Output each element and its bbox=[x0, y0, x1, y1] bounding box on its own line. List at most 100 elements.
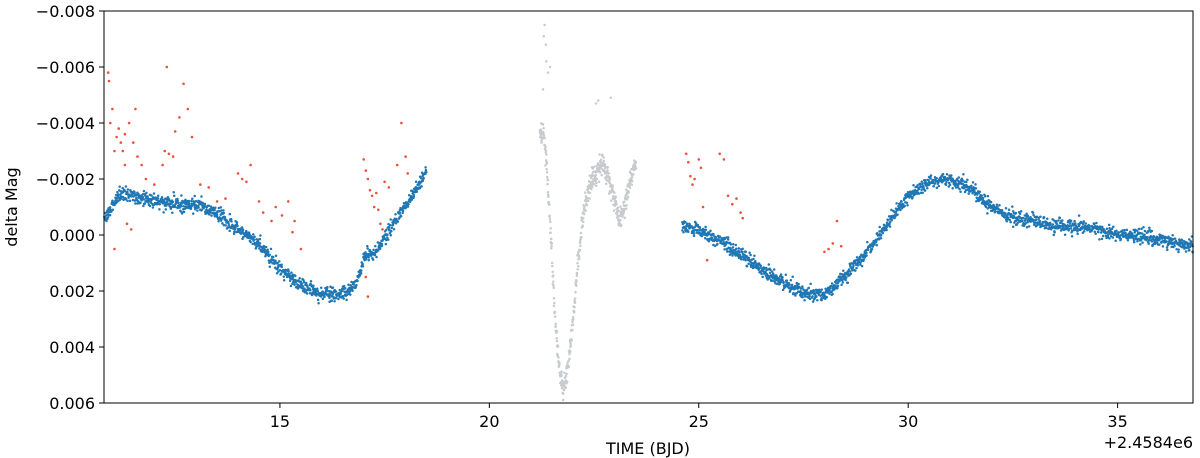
data-point bbox=[321, 297, 325, 301]
data-point bbox=[982, 199, 986, 203]
data-point bbox=[788, 283, 791, 286]
data-point bbox=[593, 165, 596, 168]
data-point bbox=[1009, 220, 1012, 224]
data-point bbox=[797, 282, 800, 286]
data-point bbox=[906, 203, 909, 207]
data-point bbox=[544, 149, 548, 152]
data-point bbox=[929, 174, 933, 177]
data-point bbox=[1099, 231, 1103, 234]
data-point bbox=[346, 290, 349, 294]
outlier-point bbox=[161, 163, 164, 167]
data-point bbox=[1084, 222, 1088, 225]
data-point bbox=[1022, 217, 1025, 220]
data-point bbox=[420, 171, 424, 175]
data-point bbox=[349, 284, 352, 287]
outlier-point bbox=[171, 155, 175, 158]
data-point bbox=[594, 102, 598, 105]
data-point bbox=[162, 211, 165, 214]
data-point bbox=[546, 178, 549, 182]
data-point bbox=[771, 272, 775, 275]
data-point bbox=[577, 264, 580, 268]
outlier-point bbox=[379, 222, 382, 226]
data-point bbox=[126, 199, 129, 203]
data-point bbox=[859, 261, 862, 264]
data-point bbox=[293, 283, 296, 286]
data-point bbox=[1148, 226, 1151, 229]
data-point bbox=[547, 195, 550, 198]
data-point bbox=[865, 254, 868, 257]
outlier-point bbox=[395, 163, 399, 167]
data-point bbox=[978, 190, 982, 194]
data-point bbox=[135, 194, 138, 197]
outlier-point bbox=[199, 183, 202, 186]
outlier-point bbox=[689, 174, 692, 178]
outlier-point bbox=[127, 121, 131, 125]
data-point bbox=[1052, 233, 1056, 237]
data-point bbox=[1093, 230, 1097, 233]
data-point bbox=[187, 199, 191, 203]
data-point bbox=[148, 204, 152, 208]
data-point bbox=[606, 165, 609, 169]
data-point bbox=[233, 230, 236, 234]
data-point bbox=[596, 162, 600, 165]
data-point bbox=[319, 286, 323, 289]
data-point bbox=[882, 223, 886, 227]
data-point bbox=[119, 197, 123, 200]
data-point bbox=[367, 258, 371, 262]
data-point bbox=[1024, 217, 1028, 221]
data-point bbox=[176, 199, 179, 202]
outlier-point bbox=[370, 194, 374, 198]
data-point bbox=[399, 214, 403, 218]
data-point bbox=[543, 23, 546, 27]
data-point bbox=[868, 245, 872, 248]
data-point bbox=[970, 184, 973, 188]
data-point bbox=[375, 255, 378, 259]
data-point bbox=[890, 219, 894, 222]
data-point bbox=[561, 398, 565, 402]
data-point bbox=[1161, 245, 1165, 248]
data-point bbox=[1076, 232, 1079, 236]
data-point bbox=[548, 65, 552, 69]
data-point bbox=[244, 229, 248, 233]
data-point bbox=[562, 388, 566, 392]
data-point bbox=[219, 206, 223, 209]
data-point bbox=[548, 218, 552, 221]
data-point bbox=[986, 194, 990, 198]
outlier-point bbox=[129, 228, 133, 231]
data-point bbox=[752, 257, 755, 261]
data-point bbox=[941, 172, 945, 176]
data-point bbox=[1038, 220, 1042, 223]
data-point bbox=[626, 195, 630, 199]
data-point bbox=[586, 199, 590, 203]
data-point bbox=[974, 187, 978, 190]
data-point bbox=[217, 206, 221, 210]
data-point bbox=[918, 183, 922, 186]
data-point bbox=[625, 197, 629, 201]
data-point bbox=[152, 192, 156, 195]
data-point bbox=[317, 301, 320, 305]
data-point bbox=[575, 272, 579, 275]
outlier-point bbox=[144, 177, 148, 181]
data-point bbox=[1077, 214, 1081, 217]
data-point bbox=[349, 293, 352, 296]
data-point bbox=[541, 88, 545, 91]
data-point bbox=[588, 191, 592, 195]
data-point bbox=[687, 230, 690, 233]
data-point bbox=[685, 222, 689, 225]
data-point bbox=[141, 195, 145, 199]
data-point bbox=[1101, 225, 1104, 229]
data-point bbox=[158, 203, 161, 206]
outlier-point bbox=[274, 205, 278, 209]
outlier-point bbox=[119, 141, 123, 144]
data-point bbox=[700, 234, 704, 238]
data-point bbox=[961, 179, 964, 182]
data-point bbox=[586, 196, 589, 200]
data-point bbox=[294, 274, 297, 278]
data-point bbox=[1070, 234, 1074, 238]
data-point bbox=[1112, 225, 1115, 229]
outlier-point bbox=[735, 197, 738, 200]
data-point bbox=[1041, 220, 1045, 224]
data-point bbox=[599, 158, 603, 162]
data-point bbox=[573, 305, 576, 309]
data-point bbox=[566, 361, 569, 364]
